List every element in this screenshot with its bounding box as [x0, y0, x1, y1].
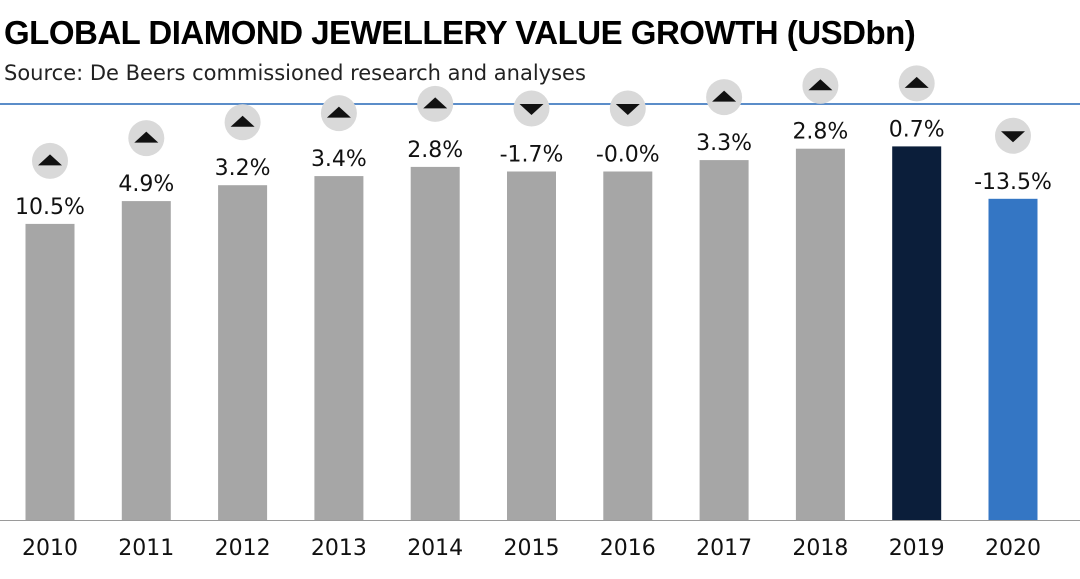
arrow-up-icon-2019: [904, 76, 929, 88]
arrow-down-icon-2015: [519, 104, 544, 115]
bar-2013: [314, 176, 364, 520]
chart-title: GLOBAL DIAMOND JEWELLERY VALUE GROWTH (U…: [4, 14, 916, 51]
growth-label-2020: -13.5%: [974, 170, 1052, 195]
x-tick-label-2019: 2019: [889, 536, 945, 561]
growth-label-2012: 3.2%: [215, 156, 271, 181]
growth-label-2017: 3.3%: [696, 131, 752, 156]
x-tick-label-2011: 2011: [118, 536, 174, 561]
growth-label-2019: 0.7%: [889, 117, 945, 142]
arrow-up-icon-2018: [808, 79, 833, 91]
growth-label-2014: 2.8%: [407, 138, 463, 163]
x-tick-label-2014: 2014: [407, 536, 463, 561]
bar-2019: [892, 146, 942, 520]
growth-label-2013: 3.4%: [311, 147, 367, 172]
x-tick-label-2020: 2020: [985, 536, 1041, 561]
arrow-down-icon-2020: [1001, 131, 1025, 143]
growth-label-2018: 2.8%: [792, 120, 848, 145]
arrow-up-icon-2017: [712, 90, 737, 102]
bar-2011: [121, 201, 171, 520]
bar-2016: [603, 171, 653, 520]
x-tick-label-2016: 2016: [600, 536, 656, 561]
bar-2014: [410, 166, 460, 520]
growth-label-2015: -1.7%: [500, 143, 564, 168]
bar-2012: [218, 185, 268, 520]
arrow-up-icon-2012: [230, 115, 255, 127]
bar-2010: [25, 223, 75, 520]
x-tick-label-2018: 2018: [792, 536, 848, 561]
bar-2017: [699, 160, 749, 520]
x-tick-label-2013: 2013: [311, 536, 367, 561]
arrow-up-icon-2010: [38, 154, 62, 166]
growth-label-2010: 10.5%: [15, 195, 85, 220]
arrow-up-icon-2011: [134, 131, 159, 143]
x-tick-label-2012: 2012: [215, 536, 271, 561]
bar-2020: [988, 198, 1038, 521]
bar-2018: [795, 148, 845, 520]
growth-label-2016: -0.0%: [596, 143, 660, 168]
growth-label-2011: 4.9%: [118, 172, 174, 197]
x-tick-label-2015: 2015: [504, 536, 560, 561]
arrow-up-icon-2013: [326, 106, 351, 118]
chart-subtitle: Source: De Beers commissioned research a…: [4, 61, 586, 85]
x-tick-label-2017: 2017: [696, 536, 752, 561]
bar-2015: [507, 171, 556, 520]
arrow-up-icon-2014: [423, 97, 448, 109]
x-tick-label-2010: 2010: [22, 536, 78, 561]
arrow-down-icon-2016: [615, 104, 640, 115]
